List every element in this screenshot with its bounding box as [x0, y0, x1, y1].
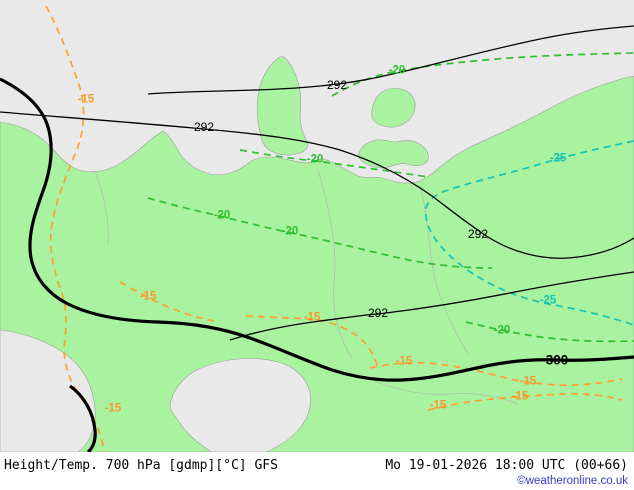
map-area: 292 292 292 292 300 -20 -20 -20 -20 -20 -25 -25 -15-…: [0, 0, 634, 452]
contour-thick-hook: [69, 384, 97, 452]
peninsula-north: [256, 56, 308, 156]
temp-contours-minus20: [147, 52, 634, 343]
contour-300-thick: [0, 77, 634, 382]
copyright-link[interactable]: ©weatheronline.co.uk: [517, 475, 628, 487]
weather-map-canvas: [0, 0, 634, 452]
map-datetime: Mo 19-01-2026 18:00 UTC (00+66): [385, 458, 628, 473]
temp-contours-minus15: [45, 5, 623, 452]
land-regions: [0, 56, 634, 452]
sea-bottom-center: [169, 358, 311, 452]
contour-292-top: [147, 25, 634, 95]
contour-292-mid: [0, 111, 634, 259]
map-title: Height/Temp. 700 hPa [gdmp][°C] GFS: [4, 458, 278, 473]
height-contours: [0, 25, 634, 452]
mainland: [0, 75, 634, 452]
island-b: [357, 139, 429, 169]
sea-bottom-left: [0, 329, 96, 452]
inland-sea-regions: [0, 329, 311, 452]
contour-292-low: [229, 271, 634, 341]
island-a: [371, 87, 416, 128]
footer-bar: Height/Temp. 700 hPa [gdmp][°C] GFS Mo 1…: [0, 452, 634, 490]
